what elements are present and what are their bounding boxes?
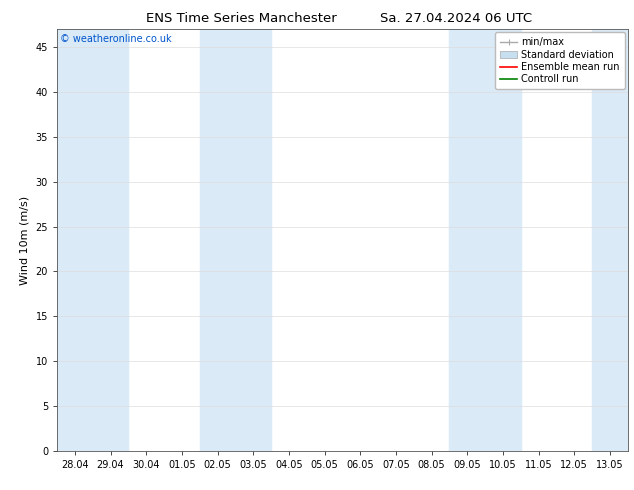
Bar [57, 29, 93, 451]
Text: ENS Time Series Manchester: ENS Time Series Manchester [146, 12, 336, 25]
Bar [235, 29, 271, 451]
Bar [200, 29, 235, 451]
Text: © weatheronline.co.uk: © weatheronline.co.uk [60, 34, 172, 44]
Y-axis label: Wind 10m (m/s): Wind 10m (m/s) [20, 196, 30, 285]
Text: Sa. 27.04.2024 06 UTC: Sa. 27.04.2024 06 UTC [380, 12, 533, 25]
Bar [592, 29, 628, 451]
Bar [93, 29, 128, 451]
Bar [485, 29, 521, 451]
Bar [450, 29, 485, 451]
Legend: min/max, Standard deviation, Ensemble mean run, Controll run: min/max, Standard deviation, Ensemble me… [495, 32, 624, 89]
